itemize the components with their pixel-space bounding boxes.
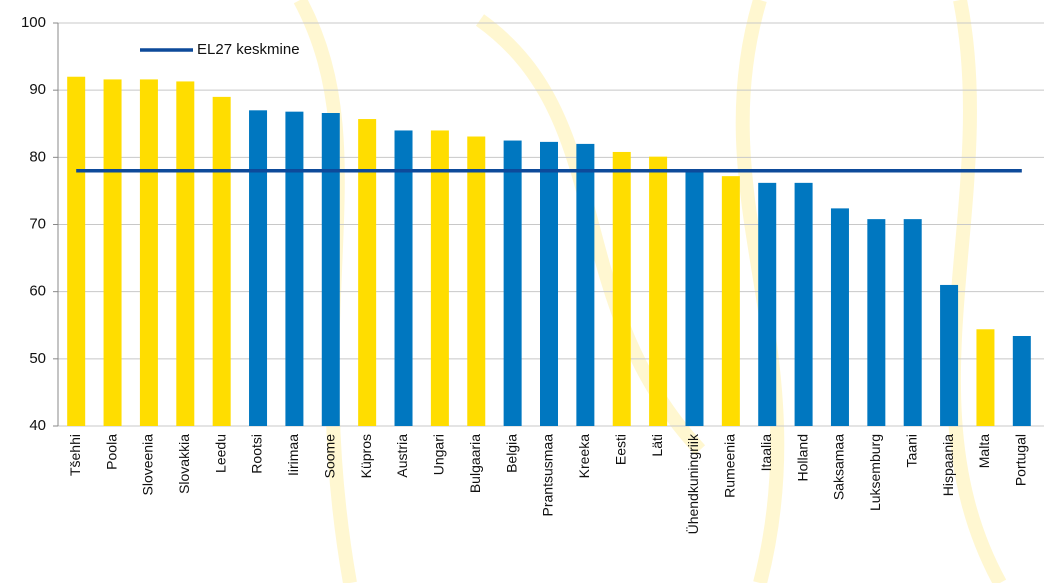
- y-tick-label: 100: [21, 14, 46, 31]
- bar: [830, 208, 849, 426]
- bar: [612, 151, 631, 426]
- x-tick-label: Slovakkia: [176, 434, 192, 494]
- bar: [394, 130, 413, 426]
- x-tick-label: Ühendkuningriik: [684, 433, 701, 534]
- x-tick-label: Prantsusmaa: [540, 434, 556, 517]
- x-tick-label: Läti: [649, 434, 665, 457]
- x-tick-label: Hispaania: [940, 434, 956, 496]
- y-tick-label: 40: [29, 417, 46, 434]
- x-tick-label: Bulgaaria: [467, 434, 483, 493]
- bar: [903, 219, 922, 426]
- x-tick-label: Austria: [394, 434, 410, 478]
- bar: [867, 219, 886, 426]
- x-tick-label: Tšehhi: [67, 434, 83, 476]
- bar: [1012, 335, 1031, 426]
- y-tick-label: 60: [29, 283, 46, 300]
- legend-label: EL27 keskmine: [197, 41, 300, 58]
- x-tick-label: Malta: [976, 434, 992, 468]
- y-tick-label: 90: [29, 81, 46, 98]
- bar: [685, 169, 704, 426]
- bar: [976, 329, 995, 426]
- bar: [176, 81, 195, 426]
- bar: [649, 156, 668, 426]
- y-tick-label: 80: [29, 148, 46, 165]
- bar: [721, 176, 740, 426]
- bar: [940, 284, 959, 426]
- y-tick-label: 70: [29, 215, 46, 232]
- bar: [321, 113, 340, 427]
- bar: [794, 182, 813, 426]
- bar: [576, 143, 595, 426]
- bar: [249, 110, 268, 427]
- bar: [758, 182, 777, 426]
- bar: [503, 140, 522, 426]
- x-tick-label: Holland: [794, 434, 810, 481]
- bar: [358, 119, 377, 426]
- x-tick-label: Poola: [103, 434, 119, 470]
- x-tick-label: Küpros: [358, 434, 374, 478]
- x-tick-label: Saksamaa: [831, 434, 847, 500]
- bar: [139, 79, 158, 427]
- bar: [540, 141, 558, 426]
- x-tick-label: Soome: [321, 434, 337, 479]
- bar: [103, 79, 122, 427]
- x-tick-label: Luksemburg: [867, 434, 883, 511]
- x-tick-label: Rootsi: [249, 434, 265, 474]
- y-tick-label: 50: [29, 350, 46, 367]
- bar: [467, 136, 486, 427]
- x-tick-label: Portugal: [1013, 434, 1029, 486]
- bar: [212, 96, 231, 426]
- x-tick-label: Ungari: [431, 434, 447, 475]
- bar: [285, 111, 304, 426]
- bar: [67, 76, 86, 426]
- x-tick-label: Leedu: [212, 434, 228, 473]
- x-tick-label: Itaalia: [758, 434, 774, 472]
- x-tick-label: Sloveenia: [140, 434, 156, 496]
- x-tick-label: Belgia: [503, 434, 519, 473]
- bar: [430, 130, 449, 426]
- x-tick-label: Eesti: [612, 434, 628, 465]
- x-tick-label: Taani: [903, 434, 919, 467]
- x-tick-label: Kreeka: [576, 434, 592, 479]
- x-tick-label: Iirimaa: [285, 434, 301, 476]
- x-tick-label: Rumeenia: [722, 434, 738, 498]
